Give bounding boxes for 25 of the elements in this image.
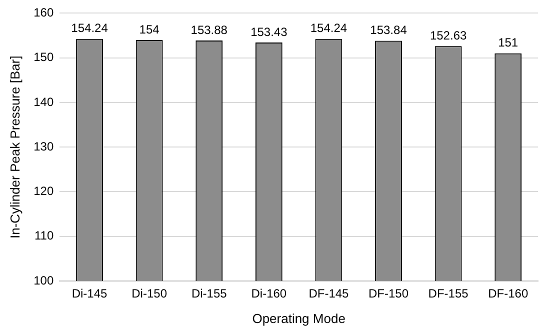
x-tick-label: Di-160 <box>251 286 287 301</box>
data-label: 154.24 <box>71 21 108 36</box>
data-label: 152.63 <box>430 28 467 42</box>
x-tick-label: Di-145 <box>72 286 108 301</box>
x-tick-label: Di-155 <box>191 286 228 301</box>
y-tick-label: 120 <box>34 184 54 198</box>
x-axis-title: Operating Mode <box>252 310 346 326</box>
x-tick-label: DF-145 <box>308 286 350 301</box>
data-label: 153.88 <box>190 22 228 37</box>
x-tick-label: DF-160 <box>488 286 528 301</box>
y-tick-label: 150 <box>34 50 54 64</box>
x-tick-label: DF-150 <box>368 286 409 301</box>
data-label: 154.24 <box>310 21 348 36</box>
y-tick-label: 100 <box>34 273 54 288</box>
data-label: 153.84 <box>370 23 408 38</box>
x-tick-label: Di-150 <box>132 286 168 301</box>
data-label: 153.43 <box>250 24 288 39</box>
data-label: 151 <box>498 36 518 50</box>
y-axis-title: In-Cylinder Peak Pressure [Bar] <box>7 56 22 238</box>
data-label: 154 <box>139 22 160 36</box>
x-tick-label: DF-155 <box>428 286 469 301</box>
y-tick-label: 110 <box>34 228 54 243</box>
y-tick-label: 140 <box>34 94 54 109</box>
y-tick-label: 160 <box>34 6 54 20</box>
y-tick-label: 130 <box>34 139 54 154</box>
